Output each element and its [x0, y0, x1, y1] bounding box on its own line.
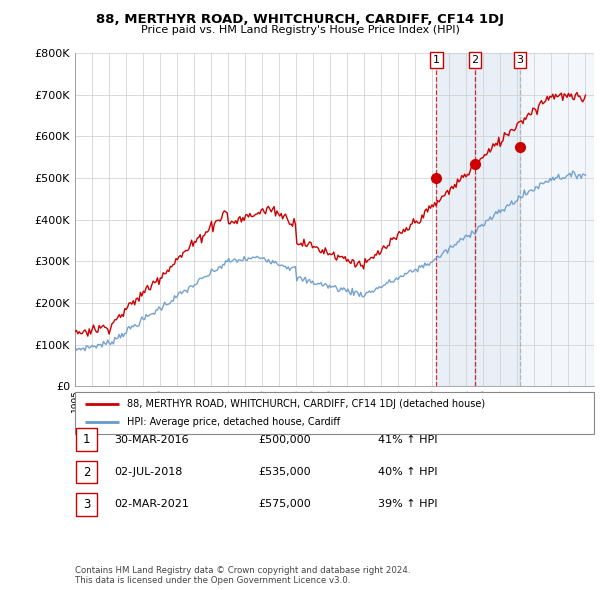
- Text: HPI: Average price, detached house, Cardiff: HPI: Average price, detached house, Card…: [127, 418, 340, 428]
- Text: 88, MERTHYR ROAD, WHITCHURCH, CARDIFF, CF14 1DJ (detached house): 88, MERTHYR ROAD, WHITCHURCH, CARDIFF, C…: [127, 398, 485, 408]
- Text: £575,000: £575,000: [258, 500, 311, 509]
- Text: 40% ↑ HPI: 40% ↑ HPI: [378, 467, 437, 477]
- Bar: [436, 53, 475, 386]
- Text: 02-JUL-2018: 02-JUL-2018: [114, 467, 182, 477]
- Text: 3: 3: [83, 498, 90, 511]
- Bar: [475, 53, 520, 386]
- Text: 02-MAR-2021: 02-MAR-2021: [114, 500, 189, 509]
- Text: 39% ↑ HPI: 39% ↑ HPI: [378, 500, 437, 509]
- Text: £535,000: £535,000: [258, 467, 311, 477]
- Text: 2: 2: [83, 466, 90, 478]
- Text: £500,000: £500,000: [258, 435, 311, 444]
- Bar: [520, 53, 594, 386]
- Text: Price paid vs. HM Land Registry's House Price Index (HPI): Price paid vs. HM Land Registry's House …: [140, 25, 460, 35]
- Text: 1: 1: [83, 433, 90, 446]
- Text: Contains HM Land Registry data © Crown copyright and database right 2024.
This d: Contains HM Land Registry data © Crown c…: [75, 566, 410, 585]
- Text: 30-MAR-2016: 30-MAR-2016: [114, 435, 188, 444]
- Text: 41% ↑ HPI: 41% ↑ HPI: [378, 435, 437, 444]
- Text: 88, MERTHYR ROAD, WHITCHURCH, CARDIFF, CF14 1DJ: 88, MERTHYR ROAD, WHITCHURCH, CARDIFF, C…: [96, 13, 504, 26]
- Text: 2: 2: [472, 55, 478, 65]
- Text: 1: 1: [433, 55, 440, 65]
- Text: 3: 3: [517, 55, 524, 65]
